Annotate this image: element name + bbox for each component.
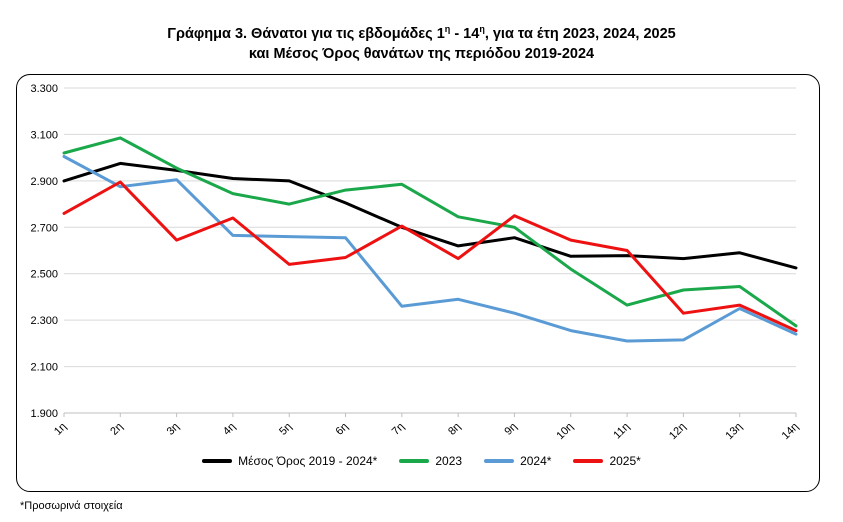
x-tick-label: 2η xyxy=(108,421,125,438)
legend-item: 2024* xyxy=(484,454,551,468)
x-tick-label: 9η xyxy=(502,421,519,438)
y-tick-label: 2.100 xyxy=(30,362,58,374)
legend-swatch xyxy=(484,459,515,463)
legend-label: 2023 xyxy=(435,454,463,468)
legend-label: 2025* xyxy=(609,454,641,468)
chart-legend: Μέσος Όρος 2019 - 2024* 2023 2024* 2025* xyxy=(0,454,843,468)
x-tick-label: 11η xyxy=(611,421,632,442)
legend-label: 2024* xyxy=(520,454,552,468)
y-tick-label: 2.900 xyxy=(30,176,58,188)
legend-label: Μέσος Όρος 2019 - 2024* xyxy=(238,454,378,468)
x-tick-label: 12η xyxy=(667,421,688,442)
legend-swatch xyxy=(399,459,430,463)
legend-swatch xyxy=(573,459,604,463)
x-tick-label: 14η xyxy=(780,421,801,442)
y-tick-label: 3.100 xyxy=(30,129,58,141)
chart-frame xyxy=(16,74,820,492)
series-line xyxy=(62,136,798,328)
legend-swatch xyxy=(202,459,233,463)
chart-title-line1: Γράφημα 3. Θάνατοι για τις εβδομάδες 1η … xyxy=(167,24,676,42)
chart-title: Γράφημα 3. Θάνατοι για τις εβδομάδες 1η … xyxy=(0,24,843,64)
x-tick-label: 3η xyxy=(165,421,182,438)
legend-item: 2025* xyxy=(573,454,641,468)
x-tick-label: 6η xyxy=(334,421,351,438)
series-line xyxy=(62,155,798,343)
y-tick-label: 1.900 xyxy=(30,408,58,420)
x-tick-label: 7η xyxy=(390,421,407,438)
x-tick-label: 13η xyxy=(723,421,744,442)
y-tick-label: 2.300 xyxy=(30,315,58,327)
legend-item: Μέσος Όρος 2019 - 2024* xyxy=(202,454,377,468)
y-tick-label: 3.300 xyxy=(30,83,58,95)
legend-item: 2023 xyxy=(399,454,462,468)
y-tick-label: 2.500 xyxy=(30,269,58,281)
chart-title-line2: και Μέσος Όρος θανάτων της περιόδου 2019… xyxy=(248,46,595,62)
x-tick-label: 1η xyxy=(52,421,69,438)
y-tick-label: 2.700 xyxy=(30,222,58,234)
series-line xyxy=(62,180,798,333)
x-tick-label: 5η xyxy=(277,421,294,438)
x-tick-label: 4η xyxy=(221,421,238,438)
x-tick-label: 10η xyxy=(554,421,575,442)
x-tick-label: 8η xyxy=(446,421,463,438)
footnote: *Προσωρινά στοιχεία xyxy=(20,500,123,512)
